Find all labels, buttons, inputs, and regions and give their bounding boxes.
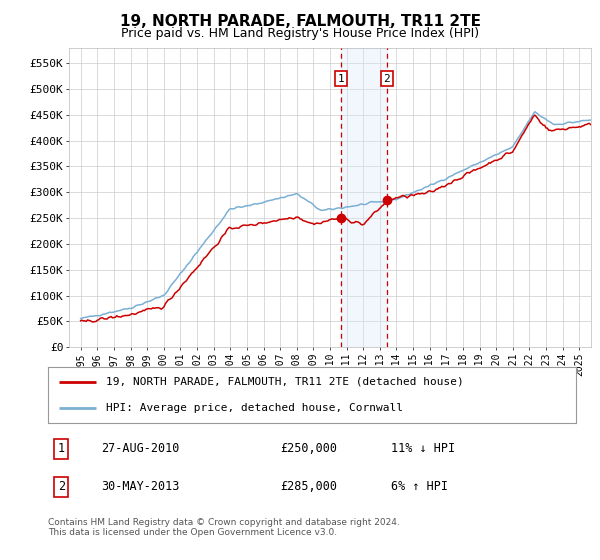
Text: 30-MAY-2013: 30-MAY-2013 <box>101 480 179 493</box>
Text: 11% ↓ HPI: 11% ↓ HPI <box>391 442 455 455</box>
Text: 1: 1 <box>58 442 65 455</box>
Text: Price paid vs. HM Land Registry's House Price Index (HPI): Price paid vs. HM Land Registry's House … <box>121 27 479 40</box>
Text: 2: 2 <box>58 480 65 493</box>
Bar <box>341 48 386 347</box>
Text: 1: 1 <box>337 73 344 83</box>
Text: 19, NORTH PARADE, FALMOUTH, TR11 2TE: 19, NORTH PARADE, FALMOUTH, TR11 2TE <box>119 14 481 29</box>
Text: Contains HM Land Registry data © Crown copyright and database right 2024.
This d: Contains HM Land Registry data © Crown c… <box>48 518 400 538</box>
Text: 27-AUG-2010: 27-AUG-2010 <box>101 442 179 455</box>
Text: 19, NORTH PARADE, FALMOUTH, TR11 2TE (detached house): 19, NORTH PARADE, FALMOUTH, TR11 2TE (de… <box>106 377 464 387</box>
Text: £250,000: £250,000 <box>280 442 337 455</box>
Text: 2: 2 <box>383 73 390 83</box>
Text: HPI: Average price, detached house, Cornwall: HPI: Average price, detached house, Corn… <box>106 403 403 413</box>
Text: 6% ↑ HPI: 6% ↑ HPI <box>391 480 448 493</box>
Text: £285,000: £285,000 <box>280 480 337 493</box>
